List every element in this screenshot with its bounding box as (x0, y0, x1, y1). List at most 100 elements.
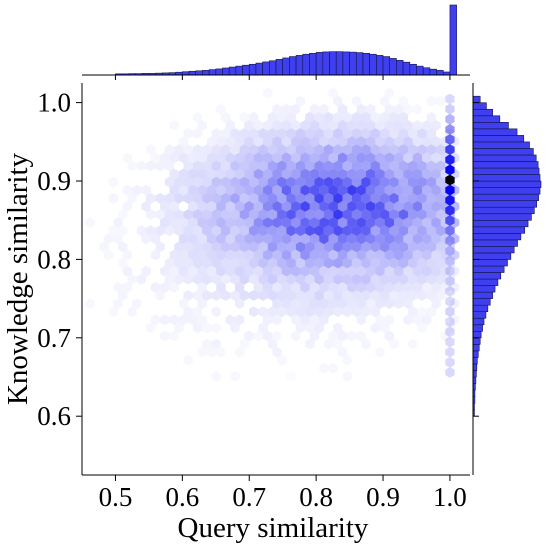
hex-cell-56 (347, 120, 357, 131)
hex-cell-755 (235, 298, 245, 309)
hex-cell-432 (253, 217, 263, 228)
hex-cell-26 (249, 111, 259, 123)
hex-cell-508 (309, 233, 320, 245)
hex-cell-593 (174, 257, 184, 269)
hex-cell-111 (365, 136, 376, 147)
hex-cell-444 (365, 217, 376, 228)
hex-cell-778 (249, 306, 259, 318)
hex-cell-702 (291, 282, 301, 293)
hexbin-density-layer (99, 93, 460, 378)
right-hist-bar-32 (472, 200, 537, 208)
hex-cell-759 (300, 298, 310, 309)
x-tick-label-4: 0.9 (366, 482, 400, 512)
hex-cell-762 (328, 298, 338, 309)
top-hist-bar-26 (289, 56, 297, 76)
hex-cell-9 (436, 96, 445, 107)
x-axis-label: Query similarity (178, 512, 369, 544)
hex-cell-191 (164, 160, 175, 172)
hex-cell-699 (263, 282, 273, 293)
hex-cell-382 (422, 201, 432, 212)
hex-cell-485 (408, 225, 418, 237)
hex-cell-367 (281, 201, 292, 212)
right-hist-bar-11 (472, 337, 481, 345)
hex-cell-598 (220, 257, 231, 269)
hex-cell-col-888 (445, 255, 455, 267)
hex-cell-403 (295, 209, 306, 220)
hex-cell-460 (174, 225, 184, 237)
right-hist-bar-22 (472, 265, 505, 273)
hex-cell-861 (337, 346, 348, 358)
hex-cell-151 (436, 144, 446, 156)
right-hist-bar-47 (472, 102, 487, 110)
hex-cell-299 (281, 184, 292, 196)
hex-cell-763 (337, 298, 348, 309)
right-hist-bar-37 (472, 167, 540, 175)
hex-cell-376 (365, 201, 376, 212)
hex-cell-520 (422, 233, 432, 245)
right-hist-bar-48 (472, 95, 481, 104)
hex-cell-779 (258, 306, 268, 318)
hex-cell-47 (263, 120, 273, 131)
hex-cell-633 (235, 265, 245, 277)
hex-cell-391 (183, 209, 193, 220)
hex-cell-642 (319, 265, 329, 277)
hex-cell-373 (337, 201, 348, 212)
hex-cell-3 (295, 95, 306, 107)
hex-cell-428 (216, 217, 226, 228)
right-hist-bar-30 (472, 213, 532, 221)
top-hist-bar-44 (409, 63, 417, 76)
hex-cell-231 (263, 168, 273, 180)
hex-cell-176 (356, 152, 366, 164)
hex-cell-273 (351, 176, 362, 188)
hex-cell-777 (211, 306, 221, 318)
right-hist-bar-7 (472, 363, 478, 371)
top-hist-bar-36 (355, 52, 364, 76)
hex-cell-col-890 (445, 275, 455, 287)
hex-cell-510 (328, 233, 338, 245)
top-hist-bar-14 (208, 69, 217, 76)
hex-cell-751 (113, 298, 123, 309)
hex-cell-281 (426, 176, 437, 188)
hex-cell-670 (267, 273, 278, 285)
hex-cell-652 (412, 265, 422, 277)
hex-cell-686 (417, 273, 427, 285)
hex-cell-387 (146, 209, 156, 220)
hex-cell-284 (122, 184, 133, 196)
hex-cell-610 (333, 257, 343, 269)
top-hist-bar-25 (282, 57, 290, 76)
hex-cell-col-876 (445, 134, 455, 145)
hex-cell-789 (351, 306, 362, 318)
hex-cell-698 (253, 282, 263, 293)
hex-cell-414 (398, 209, 408, 220)
hex-cell-645 (347, 265, 357, 277)
hex-cell-244 (384, 168, 394, 180)
hex-cell-240 (347, 168, 357, 180)
hex-cell-494 (178, 233, 189, 245)
hex-cell-463 (202, 225, 212, 237)
hex-cell-8 (427, 96, 436, 107)
hex-cell-671 (277, 273, 287, 285)
hex-cell-796 (150, 314, 161, 326)
right-hist-bar-42 (472, 135, 525, 143)
hex-cell-611 (342, 257, 352, 269)
hex-cell-125 (192, 144, 203, 156)
hex-cell-115 (403, 136, 413, 147)
hex-cell-849 (267, 338, 278, 350)
hex-cell-450 (422, 217, 432, 228)
hex-cell-423 (169, 217, 179, 228)
hex-cell-581 (365, 249, 376, 261)
hex-cell-264 (267, 176, 278, 188)
hex-cell-297 (263, 184, 273, 196)
hex-cell-287 (169, 184, 179, 196)
hex-cell-326 (202, 192, 212, 204)
hex-cell-744 (389, 290, 399, 301)
hex-cell-232 (272, 168, 282, 180)
hex-cell-col-879 (445, 164, 455, 176)
hex-cell-631 (216, 265, 226, 277)
hex-cell-346 (389, 192, 399, 204)
top-hist-bar-18 (235, 65, 243, 76)
hex-cell-370 (309, 201, 320, 212)
hex-cell-337 (305, 192, 315, 204)
hex-cell-644 (337, 265, 348, 277)
hex-cell-846 (202, 338, 212, 350)
